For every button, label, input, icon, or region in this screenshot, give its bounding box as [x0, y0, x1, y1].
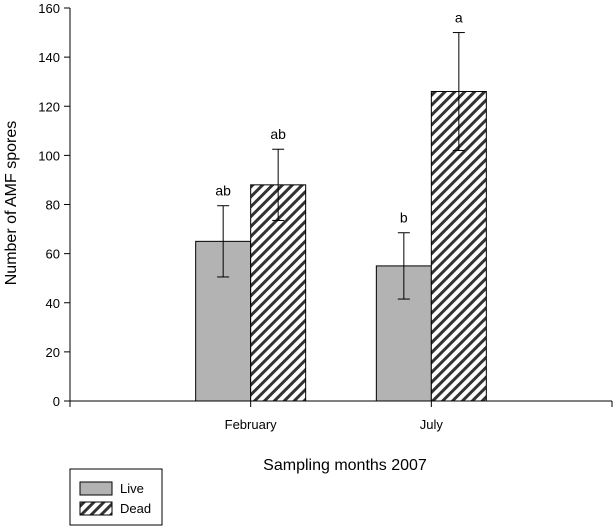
y-tick-label-40: 40	[46, 296, 60, 311]
error-bars	[217, 32, 465, 300]
y-tick-label-0: 0	[53, 394, 60, 409]
y-tick-label-20: 20	[46, 345, 60, 360]
legend-swatch-dead	[79, 501, 113, 516]
y-tick-label-100: 100	[38, 148, 60, 163]
legend-frame	[69, 468, 163, 526]
y-tick-label-120: 120	[38, 99, 60, 114]
legend: Live Dead	[69, 468, 163, 526]
legend-swatch-live	[79, 481, 113, 496]
y-tick-label-80: 80	[46, 198, 60, 213]
error-bar-live-february	[217, 205, 230, 278]
y-tick-label-140: 140	[38, 50, 60, 65]
significance-label-dead-february: ab	[270, 126, 286, 142]
x-axis-title: Sampling months 2007	[263, 457, 427, 474]
bars	[195, 91, 487, 402]
legend-label-live: Live	[120, 481, 144, 496]
error-bar-dead-february	[272, 148, 285, 221]
significance-labels: ab ab b a	[215, 10, 463, 226]
y-axis-title: Number of AMF spores	[3, 121, 20, 286]
axes: 0 20 40 60 80 100 120 140 160 February July	[38, 1, 613, 432]
error-bar-live-july	[397, 232, 410, 300]
significance-label-dead-july: a	[455, 10, 463, 26]
y-tick-label-60: 60	[46, 247, 60, 262]
y-tick-label-160: 160	[38, 1, 60, 16]
error-bar-dead-july	[452, 32, 465, 151]
significance-label-live-february: ab	[215, 183, 231, 199]
legend-label-dead: Dead	[120, 501, 151, 516]
x-tick-label-february: February	[225, 417, 278, 432]
significance-label-live-july: b	[400, 210, 408, 226]
x-tick-label-july: July	[420, 417, 444, 432]
